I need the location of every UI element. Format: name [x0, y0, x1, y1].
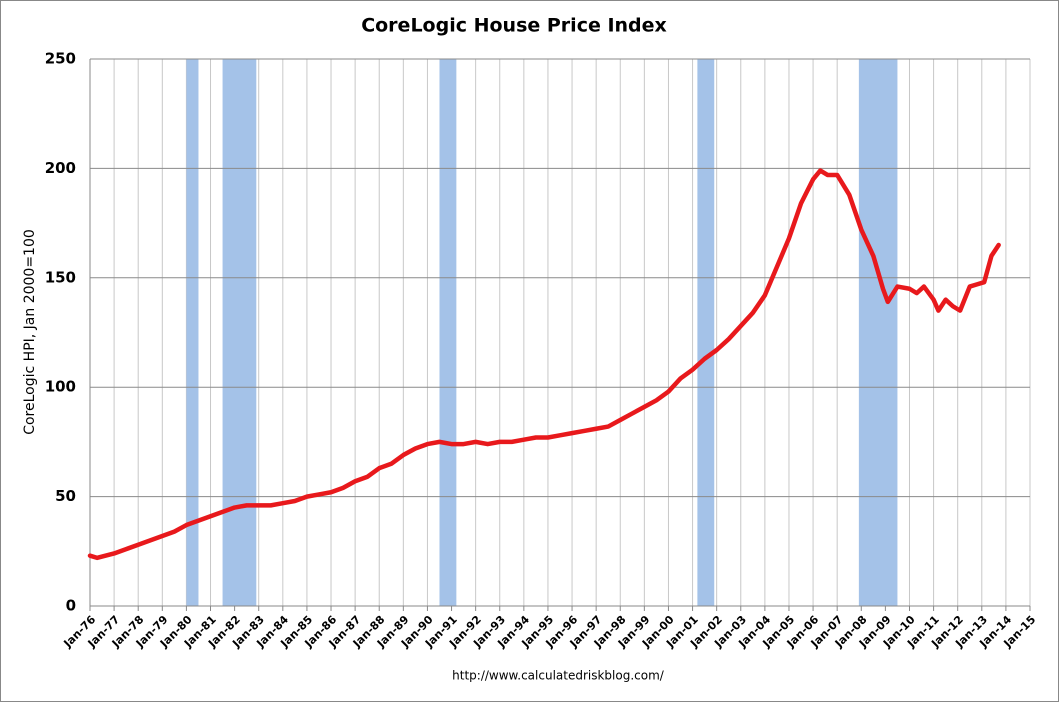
data-line: [87, 168, 1001, 561]
y-tick-label: 50: [55, 487, 76, 505]
recession-band: [222, 59, 257, 606]
recession-band: [186, 59, 199, 606]
y-axis-label: CoreLogic HPI, Jan 2000=100: [22, 229, 38, 435]
recession-band: [858, 59, 898, 606]
source: http://www.calculatedriskblog.com/: [452, 669, 665, 683]
y-tick-label: 150: [45, 268, 76, 286]
y-tick-label: 0: [66, 597, 76, 615]
chart-title: CoreLogic House Price Index: [361, 15, 667, 37]
recession-band: [439, 59, 457, 606]
y-tick-label: 100: [45, 378, 76, 396]
recession-band: [697, 59, 715, 606]
y-tick-label: 250: [45, 50, 76, 68]
y-tick-label: 200: [45, 159, 76, 177]
